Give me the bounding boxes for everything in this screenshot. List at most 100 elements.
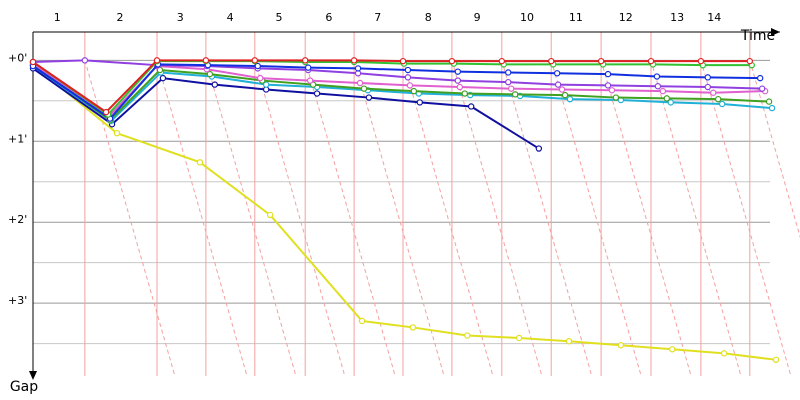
point [704, 74, 712, 81]
point [768, 104, 776, 112]
lap-diagonal [451, 60, 543, 377]
y-axis-arrow [29, 371, 37, 380]
x-tick-label: 12 [619, 11, 633, 24]
point [81, 57, 89, 64]
point [360, 85, 368, 92]
lap-diagonal [353, 60, 445, 377]
lap-diagonal [700, 60, 792, 377]
x-tick-label: 1 [54, 11, 61, 24]
point [758, 85, 766, 92]
point [505, 78, 512, 86]
x-axis-label: Time [740, 28, 775, 44]
point [756, 74, 764, 82]
x-tick-label: 5 [276, 11, 283, 24]
point [654, 83, 662, 90]
point [710, 89, 717, 96]
lap-diagonal [304, 60, 396, 377]
lap-diagonal [501, 60, 593, 377]
x-tick-label: 6 [325, 11, 332, 24]
point [448, 57, 456, 65]
point [697, 57, 705, 65]
lap-diagonal [402, 60, 494, 377]
point [365, 94, 373, 101]
lap-diagonal [254, 60, 346, 377]
point [647, 57, 655, 65]
point [354, 65, 362, 72]
point [159, 74, 167, 82]
lap-diagonal [84, 60, 176, 377]
point [566, 95, 574, 103]
point [505, 69, 512, 76]
series-line [32, 67, 540, 150]
point [350, 57, 358, 64]
point [304, 64, 312, 71]
point [313, 90, 321, 97]
lap-diagonal [550, 60, 642, 377]
y-tick-label: +0' [8, 51, 27, 64]
point [659, 87, 667, 95]
point [653, 73, 661, 80]
point [612, 94, 620, 101]
point [704, 83, 712, 91]
point [467, 103, 475, 110]
point [211, 81, 218, 88]
point [604, 82, 612, 89]
point [515, 334, 523, 342]
point [410, 87, 418, 95]
point [669, 346, 676, 353]
point [511, 91, 519, 98]
point [604, 70, 612, 78]
point [202, 57, 210, 64]
point [498, 57, 506, 65]
point [461, 90, 468, 97]
point [718, 100, 726, 108]
point [306, 77, 314, 84]
point [565, 337, 573, 345]
point [153, 57, 161, 64]
point [548, 57, 555, 65]
point [597, 57, 605, 65]
point [617, 342, 625, 349]
point [720, 350, 728, 357]
point [196, 159, 204, 166]
x-tick-label: 2 [116, 11, 123, 24]
point [262, 81, 270, 88]
x-tick-label: 11 [569, 11, 583, 24]
point [404, 74, 412, 81]
x-axis-arrow [771, 28, 780, 36]
point [358, 317, 366, 325]
point [399, 57, 407, 65]
point [714, 95, 722, 103]
point [464, 332, 471, 339]
point [29, 58, 37, 66]
point [765, 98, 773, 105]
point [454, 77, 462, 84]
point [113, 129, 121, 137]
point [667, 99, 674, 106]
lap-diagonal [156, 60, 248, 377]
x-tick-label: 10 [520, 11, 534, 24]
lap-diagonal [749, 60, 800, 239]
x-tick-label: 9 [474, 11, 481, 24]
point [456, 83, 464, 91]
point [404, 66, 412, 74]
point [266, 211, 274, 219]
y-tick-label: +1' [8, 132, 27, 145]
x-tick-label: 8 [425, 11, 432, 24]
x-tick-label: 4 [227, 11, 234, 24]
y-tick-label: +2' [8, 213, 27, 226]
point [558, 86, 566, 93]
point [102, 108, 110, 116]
x-tick-label: 7 [374, 11, 381, 24]
point [554, 81, 562, 88]
point [772, 356, 780, 364]
point [454, 68, 462, 75]
y-axis-label: Gap [10, 379, 38, 395]
point [356, 79, 364, 87]
point [608, 87, 616, 94]
point [416, 99, 424, 106]
point [406, 82, 414, 89]
point [156, 66, 164, 74]
x-tick-label: 13 [670, 11, 684, 24]
